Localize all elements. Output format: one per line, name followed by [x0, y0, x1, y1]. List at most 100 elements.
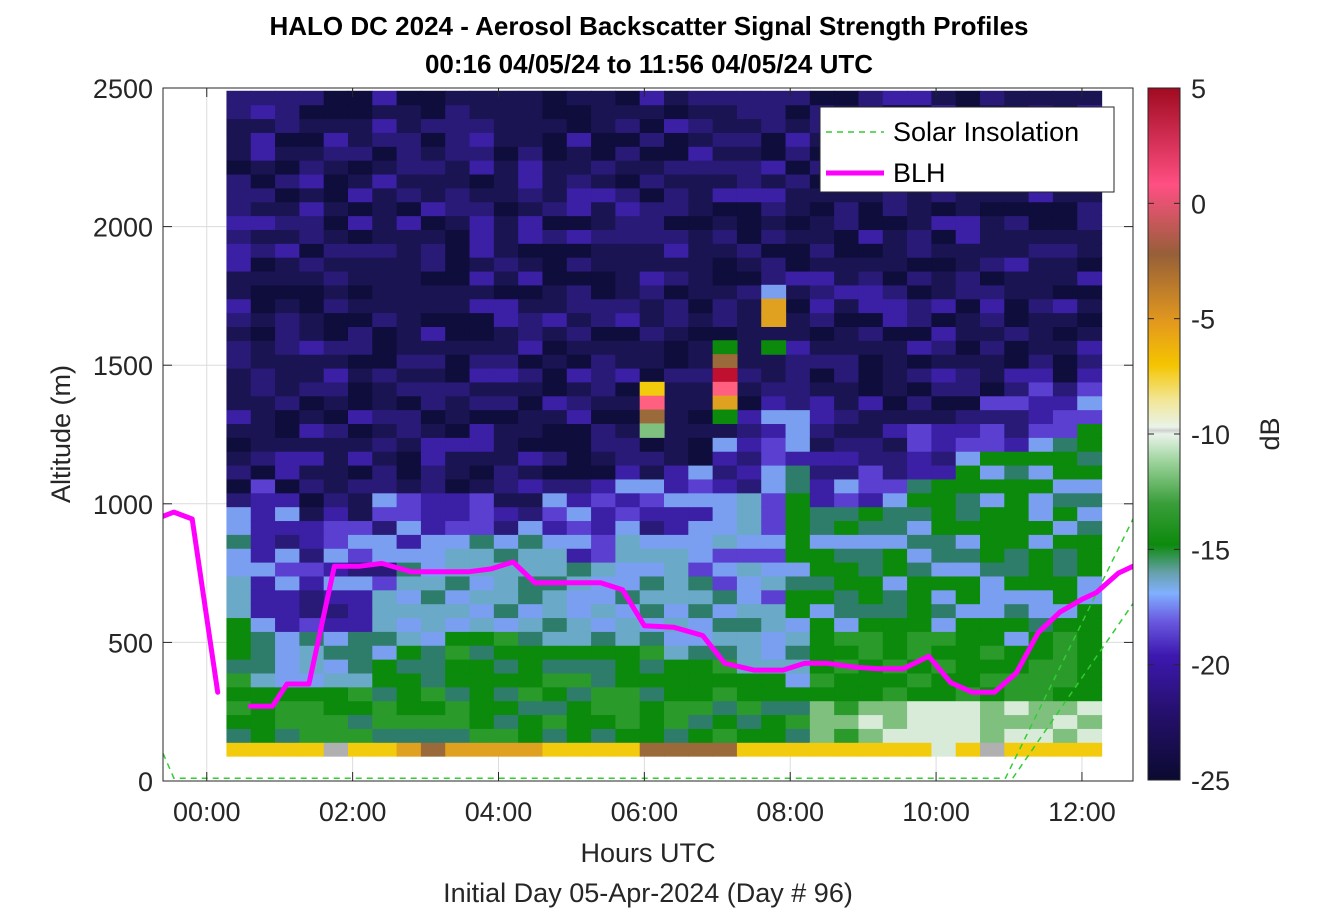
heatmap-cell [688, 714, 714, 729]
heatmap-cell [420, 312, 446, 327]
heatmap-cell [518, 437, 544, 452]
heatmap-cell [542, 395, 568, 411]
heatmap-cell [323, 672, 349, 688]
heatmap-cell [469, 395, 495, 411]
heatmap-cell [420, 603, 446, 619]
heatmap-cell [591, 451, 616, 466]
heatmap-cell [712, 118, 738, 133]
heatmap-cell [493, 340, 519, 355]
heatmap-cell [591, 257, 616, 272]
heatmap-cell [882, 243, 908, 258]
heatmap-cell [420, 395, 446, 411]
heatmap-cell [566, 118, 592, 133]
blh-line [248, 559, 1133, 709]
heatmap-cell [493, 506, 519, 522]
heatmap-cell [299, 589, 325, 605]
heatmap-cell [882, 229, 908, 244]
heatmap-cell [736, 340, 762, 355]
heatmap-cell [566, 354, 592, 369]
heatmap-cell [785, 575, 811, 591]
heatmap-cell [639, 437, 665, 452]
x-tick-label: 00:00 [173, 797, 241, 827]
heatmap-cell [518, 645, 544, 660]
heatmap-cell [275, 201, 300, 217]
heatmap-cell [518, 534, 544, 549]
heatmap-cell [858, 423, 884, 438]
heatmap-cell [907, 520, 932, 535]
heatmap-cell [591, 132, 616, 147]
heatmap-cell [931, 700, 957, 716]
heatmap-cell [615, 672, 641, 688]
heatmap-cell [372, 686, 398, 702]
heatmap-cell [1077, 492, 1103, 508]
heatmap-cell [1028, 548, 1054, 563]
heatmap-cell [1052, 506, 1078, 522]
heatmap-cell [518, 575, 544, 591]
heatmap-cell [299, 215, 325, 230]
heatmap-cell [931, 409, 957, 425]
heatmap-cell [347, 714, 373, 729]
heatmap-cell [323, 257, 349, 272]
heatmap-cell [931, 506, 957, 522]
heatmap-cell [542, 548, 568, 563]
heatmap-cell [323, 645, 349, 660]
heatmap-cell [372, 132, 398, 147]
heatmap-cell [688, 437, 714, 452]
heatmap-cell [250, 631, 276, 646]
heatmap-cell [566, 312, 592, 327]
heatmap-cell [518, 201, 544, 217]
x-tick-label: 04:00 [465, 797, 533, 827]
heatmap-cell [493, 354, 519, 369]
heatmap-cell [1028, 354, 1054, 369]
heatmap-cell [250, 201, 276, 217]
heatmap-cell [955, 659, 981, 674]
heatmap-cell [1052, 409, 1078, 425]
heatmap-cell [469, 603, 495, 619]
x-tick-label: 12:00 [1048, 797, 1116, 827]
heatmap-cell [591, 562, 616, 577]
heatmap-cell [931, 201, 957, 217]
heatmap-cell [445, 229, 471, 244]
heatmap-cell [299, 90, 325, 106]
heatmap-cell [858, 354, 884, 369]
heatmap-cell [785, 451, 811, 466]
heatmap-cell [907, 686, 932, 702]
heatmap-cell [591, 659, 616, 674]
heatmap-cell [396, 160, 422, 175]
heatmap-cell [1004, 548, 1030, 563]
heatmap-cell [250, 284, 276, 300]
heatmap-cell [445, 243, 471, 258]
heatmap-cell [226, 257, 252, 272]
heatmap-cell [347, 686, 373, 702]
heatmap-cell [226, 437, 252, 452]
heatmap-cell [396, 645, 422, 660]
heatmap-cell [834, 534, 860, 549]
heatmap-cell [980, 270, 1005, 286]
heatmap-cell [639, 686, 665, 702]
heatmap-cell [1028, 437, 1054, 452]
heatmap-cell [250, 659, 276, 674]
heatmap-cell [809, 603, 835, 619]
heatmap-cell [396, 340, 422, 355]
heatmap-cell [688, 478, 714, 494]
heatmap-cell [566, 534, 592, 549]
heatmap-cell [1077, 409, 1103, 425]
heatmap-cell [445, 90, 471, 106]
heatmap-cell [615, 492, 641, 508]
heatmap-cell [1052, 395, 1078, 411]
heatmap-cell [226, 146, 252, 161]
heatmap-cell [809, 409, 835, 425]
heatmap-cell [518, 631, 544, 646]
heatmap-cell [615, 451, 641, 466]
heatmap-cell [809, 562, 835, 577]
heatmap-cell [980, 631, 1005, 646]
heatmap-cell [736, 478, 762, 494]
heatmap-cell [1052, 354, 1078, 369]
heatmap-cell [469, 409, 495, 425]
heatmap-cell [445, 326, 471, 341]
heatmap-cell [275, 423, 300, 438]
heatmap-cell [226, 284, 252, 300]
heatmap-cell [493, 742, 519, 757]
heatmap-cell [712, 104, 738, 120]
heatmap-cell [469, 104, 495, 120]
